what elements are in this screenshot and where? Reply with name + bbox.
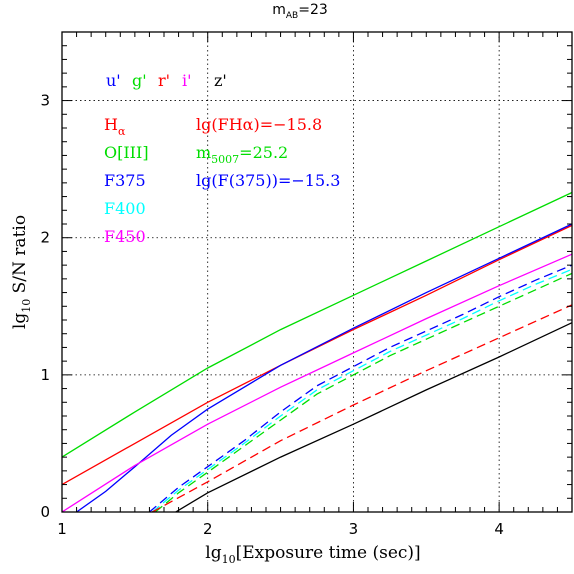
x-tick-label: 2 [203,520,213,538]
band-legend-label: F375 [104,171,146,190]
series-line-4 [61,253,573,513]
x-tick-label: 1 [57,520,67,538]
annotations: lg(FHα)=−15.8 m5007=25.2 lg(F(375))=−15.3 [196,115,340,190]
series-lines [61,191,573,513]
band-legend-label: F450 [104,227,146,246]
series-line-3 [76,223,573,513]
plot-frame [61,31,573,513]
annotation-text: lg(FHα)=−15.8 [196,115,322,134]
grid [62,32,572,512]
chart-title: mAB=23 [272,2,328,21]
y-axis-label: lg10 S/N ratio [10,215,33,329]
y-tick-label: 0 [40,503,50,521]
filter-legend-label: g' [132,71,147,90]
series-line-7 [151,268,573,513]
filter-legend-label: i' [182,71,192,90]
filter-legend-label: r' [158,71,170,90]
y-tick-label: 2 [40,229,50,247]
annotation-text: m5007=25.2 [196,143,288,166]
band-legend-label: O[III] [104,143,149,162]
series-line-9 [151,304,573,513]
filter-legend-label: z' [214,71,227,90]
filter-legend-label: u' [106,71,121,90]
band-legend-label: F400 [104,199,146,218]
filter-legend: u' g' r' i' z' [106,71,227,90]
x-tick-label: 3 [349,520,359,538]
series-line-8 [154,272,573,513]
band-legend: Hα O[III] F375 F400 F450 [104,115,149,246]
annotation-text: lg(F(375))=−15.3 [196,171,340,190]
series-line-1 [61,224,573,486]
y-tick-label: 3 [40,92,50,110]
series-line-5 [175,322,573,513]
series-line-6 [148,264,573,513]
x-axis-label: lg10[Exposure time (sec)] [205,543,420,566]
band-legend-label: Hα [104,115,126,138]
y-tick-label: 1 [40,366,50,384]
ticks [61,31,573,513]
series-line-2 [61,191,573,458]
x-tick-label: 4 [494,520,504,538]
